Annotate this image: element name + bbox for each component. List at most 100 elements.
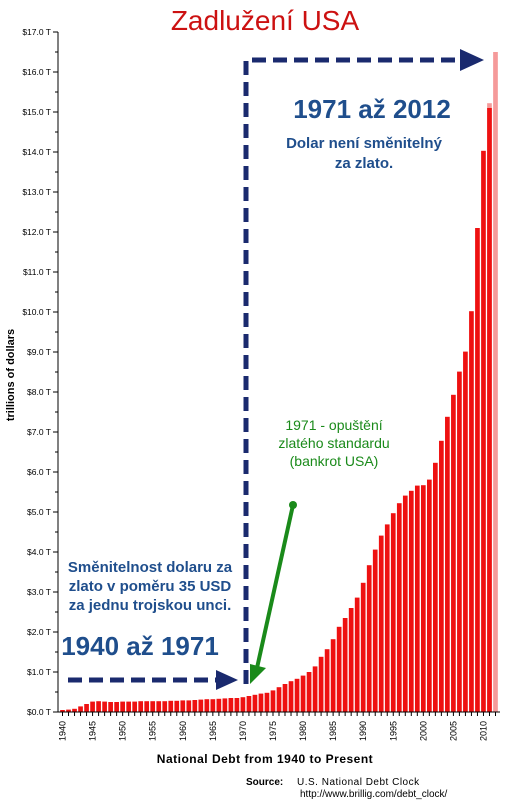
y-tick-label: $5.0 T <box>27 507 51 517</box>
bar-1961 <box>186 700 192 712</box>
bar-1976 <box>276 687 282 712</box>
bar-1989 <box>354 597 360 712</box>
bar-1986 <box>336 626 342 712</box>
early-note-line-1: Směnitelnost dolaru za <box>68 559 233 576</box>
bar-1975 <box>270 690 276 712</box>
bar-1979 <box>294 678 300 712</box>
bar-1960 <box>180 700 186 712</box>
bar-1963 <box>198 699 204 712</box>
x-tick-label: 1950 <box>118 721 128 741</box>
x-tick-label: 2010 <box>478 721 488 741</box>
y-tick-label: $16.0 T <box>22 67 51 77</box>
bar-2008 <box>469 311 474 712</box>
bar-1954 <box>144 701 150 712</box>
x-tick-label: 1995 <box>388 721 398 741</box>
y-tick-label: $3.0 T <box>27 587 51 597</box>
bar-1999 <box>414 485 420 712</box>
y-tick-label: $4.0 T <box>27 547 51 557</box>
bar-1990 <box>360 582 366 712</box>
x-tick-label: 1970 <box>238 721 248 741</box>
gold-note-line-1: 1971 - opuštění <box>285 417 382 433</box>
bar-1965 <box>210 699 216 712</box>
x-tick-label: 1990 <box>358 721 368 741</box>
bar-1987 <box>342 618 348 712</box>
bar-1946 <box>96 701 101 712</box>
bar-1958 <box>168 700 174 712</box>
y-tick-label: $2.0 T <box>27 627 51 637</box>
bar-1985 <box>330 639 336 712</box>
bar-1997 <box>402 495 408 712</box>
bar-1959 <box>174 700 180 712</box>
bar-1994 <box>384 524 390 712</box>
source-url: http://www.brillig.com/debt_clock/ <box>300 789 448 800</box>
bar-1955 <box>150 701 156 712</box>
bar-1993 <box>378 535 384 712</box>
bar-2010 <box>481 150 486 713</box>
gold-note-line-2: zlatého standardu <box>278 435 389 451</box>
bar-2011 <box>487 108 492 712</box>
bar-1962 <box>192 700 198 712</box>
bar-1947 <box>102 701 107 712</box>
bar-1984 <box>324 649 330 712</box>
bar-1983 <box>318 656 324 712</box>
bar-1991 <box>366 565 372 712</box>
bar-1970 <box>240 697 246 712</box>
x-tick-label: 1985 <box>328 721 338 741</box>
bar-2000 <box>420 485 426 712</box>
dashed-arrows <box>68 49 484 690</box>
bar-2006 <box>457 371 462 712</box>
bar-1996 <box>396 503 402 712</box>
early-note-line-2: zlato v poměru 35 USD <box>69 578 232 595</box>
bar-1948 <box>108 702 113 712</box>
y-tick-label: $14.0 T <box>22 147 51 157</box>
bar-1992 <box>372 549 378 712</box>
bar-2007 <box>463 351 468 712</box>
bar-1957 <box>162 701 168 712</box>
bar-2001 <box>426 479 432 712</box>
bar-1949 <box>114 702 119 712</box>
bar-1941 <box>66 709 71 712</box>
x-axis: 1940 1945 1950 1955 1960 1965 1970 1975 1980 1985… <box>58 711 500 741</box>
bar-2005 <box>451 394 456 712</box>
source-text: U.S. National Debt Clock <box>297 777 420 788</box>
bar-2003 <box>439 440 444 712</box>
y-tick-label: $12.0 T <box>22 227 51 237</box>
y-tick-label: $11.0 T <box>23 267 51 277</box>
x-tick-label: 1945 <box>88 721 98 741</box>
bar-1940 <box>60 710 65 712</box>
y-tick-label: $9.0 T <box>27 347 51 357</box>
y-axis-label: trillions of dollars <box>5 329 17 421</box>
y-tick-label: $8.0 T <box>27 387 51 397</box>
gold-standard-arrow <box>250 501 297 684</box>
x-tick-label: 1960 <box>178 721 188 741</box>
y-tick-label: $13.0 T <box>22 187 51 197</box>
period-late-label: 1971 až 2012 <box>293 94 451 124</box>
green-arrow-dot <box>289 501 297 509</box>
x-tick-label: 2005 <box>448 721 458 741</box>
y-tick-label: $10.0 T <box>22 307 51 317</box>
bar-1998 <box>408 490 414 712</box>
bar-1966 <box>216 698 222 712</box>
x-tick-label: 1975 <box>268 721 278 741</box>
bar-2009 <box>475 228 480 712</box>
early-period-arrowhead <box>216 670 238 690</box>
gold-note-line-3: (bankrot USA) <box>290 453 379 469</box>
bar-1943 <box>78 706 83 712</box>
bar-1978 <box>288 681 294 712</box>
bar-1971 <box>246 696 252 712</box>
bar-1950 <box>120 701 125 712</box>
bar-1981 <box>306 672 312 712</box>
bar-1956 <box>156 701 162 712</box>
x-tick-label: 2000 <box>418 721 428 741</box>
bar-2002 <box>433 462 438 712</box>
y-axis: $0.0 T $1.0 T $2.0 T $3.0 T $4.0 T $5.0 T $6.0… <box>22 27 59 717</box>
bar-highlight-2012 <box>493 52 498 712</box>
x-tick-label: 1965 <box>208 721 218 741</box>
bar-1974 <box>264 692 270 712</box>
y-tick-label: $17.0 T <box>22 27 51 37</box>
bar-1968 <box>228 698 234 712</box>
bar-1944 <box>84 704 89 712</box>
early-note-line-3: za jednu trojskou unci. <box>69 597 232 614</box>
late-note-line-1: Dolar není směnitelný <box>286 135 443 152</box>
